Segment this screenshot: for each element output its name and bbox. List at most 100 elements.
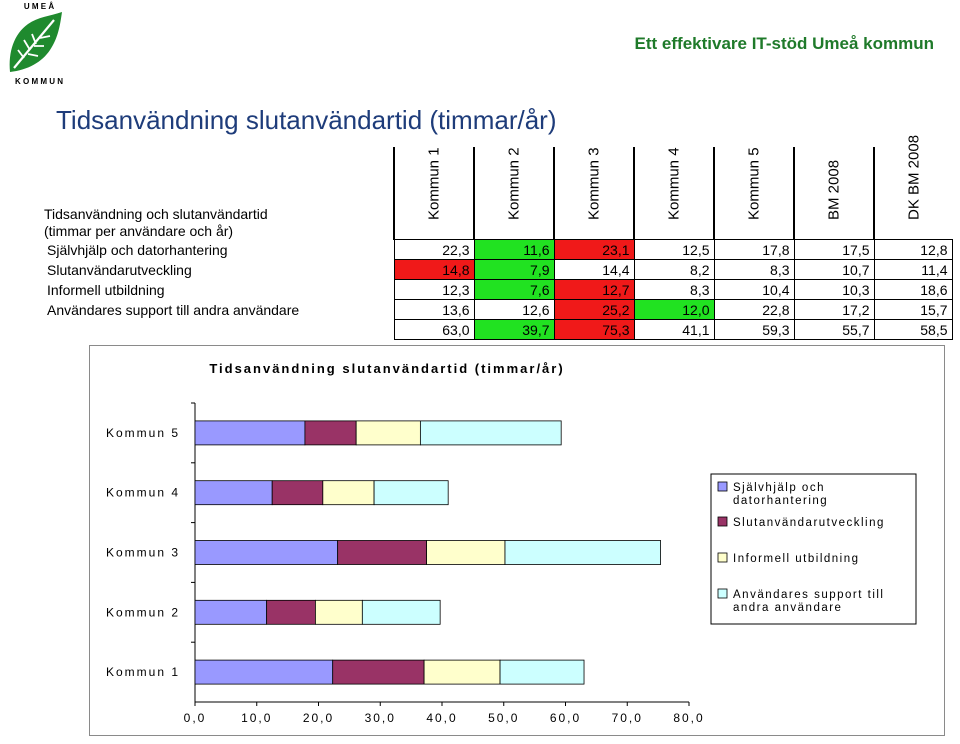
table-cell: 13,6 [393, 299, 474, 320]
legend-label: datorhantering [733, 495, 828, 507]
table-cell: 41,1 [633, 319, 714, 340]
bar-segment [499, 659, 585, 685]
bar-segment [355, 420, 421, 446]
svg-text:K O M M U N: K O M M U N [15, 77, 63, 86]
col-header: Kommun 1 [393, 147, 474, 240]
umea-kommun-logo: U M E Å K O M M U N [9, 2, 63, 86]
table-cell: 8,3 [713, 259, 794, 280]
bar-segment [194, 420, 306, 446]
table-row: 63,0 39,7 75,3 41,1 59,3 55,7 58,5 [44, 319, 953, 340]
legend-swatch [717, 481, 728, 492]
chart-frame: Tidsanvändning slutanvändartid (timmar/å… [89, 345, 945, 736]
row-label: Slutanvändarutveckling [47, 261, 192, 278]
col-header: Kommun 5 [713, 147, 794, 240]
table-cell: 15,7 [873, 299, 953, 320]
table-cell: 17,5 [793, 239, 874, 260]
table-cell: 17,8 [713, 239, 794, 260]
table-corner-label: Tidsanvändning och slutanvändartid (timm… [44, 147, 394, 240]
x-tick-label: 70,0 [612, 711, 643, 725]
chart-title: Tidsanvändning slutanvändartid (timmar/å… [209, 361, 564, 376]
bar-segment [194, 540, 339, 565]
table-cell: 22,3 [393, 239, 474, 260]
x-tick-label: 30,0 [365, 711, 396, 725]
category-label: Kommun 4 [106, 486, 180, 500]
bar-segment [194, 599, 268, 625]
table-cell: 12,0 [633, 299, 714, 320]
table-row: Slutanvändarutveckling 14,8 7,9 14,4 8,2 8,3 1… [44, 259, 953, 280]
bar-segment [194, 659, 334, 685]
table-cell: 12,6 [473, 299, 554, 320]
x-tick-label: 40,0 [426, 711, 457, 725]
table-cell: 14,4 [553, 259, 634, 280]
bar-segment [194, 480, 273, 506]
x-tick-label: 60,0 [550, 711, 581, 725]
bar-segment [271, 480, 324, 506]
x-tick-label: 0,0 [184, 711, 207, 725]
legend-swatch [717, 552, 728, 563]
table-cell: 18,6 [873, 279, 953, 300]
table-cell: 11,6 [473, 239, 554, 260]
bar-segment [426, 540, 506, 565]
header-title: Ett effektivare IT-stöd Umeå kommun [634, 34, 934, 53]
col-header: Kommun 2 [473, 147, 554, 240]
bar-segment [504, 540, 661, 565]
category-label: Kommun 2 [106, 605, 180, 619]
table-cell: 39,7 [473, 319, 554, 340]
legend-swatch [717, 516, 728, 527]
x-tick-label: 20,0 [303, 711, 334, 725]
legend-label: Informell utbildning [733, 553, 860, 565]
table-cell: 12,7 [553, 279, 634, 300]
x-tick-label: 80,0 [673, 711, 704, 725]
table-cell: 8,2 [633, 259, 714, 280]
stacked-bar-chart: Tidsanvändning slutanvändartid (timmar/å… [106, 361, 917, 725]
col-header: Kommun 4 [633, 147, 714, 240]
bar-segment [266, 599, 316, 625]
table-cell: 10,3 [793, 279, 874, 300]
category-label: Kommun 3 [106, 546, 180, 560]
table-cell: 55,7 [793, 319, 874, 340]
legend-label: Användares support till [733, 589, 884, 601]
category-label: Kommun 1 [106, 665, 180, 679]
x-tick-label: 10,0 [241, 711, 272, 725]
table-cell: 17,2 [793, 299, 874, 320]
table-cell: 23,1 [553, 239, 634, 260]
table-cell: 63,0 [393, 319, 474, 340]
table-cell: 12,8 [873, 239, 953, 260]
table-row: Användares support till andra användare 1… [44, 299, 953, 320]
bar-segment [361, 599, 441, 625]
data-table: Tidsanvändning och slutanvändartid (timm… [44, 135, 953, 340]
table-cell: 25,2 [553, 299, 634, 320]
row-label [44, 320, 394, 340]
table-cell: 12,3 [393, 279, 474, 300]
legend-label: Självhjälp och [733, 482, 825, 494]
legend-label: Slutanvändarutveckling [733, 517, 885, 529]
table-cell: 12,5 [633, 239, 714, 260]
table-cell: 10,7 [793, 259, 874, 280]
table-row: Självhjälp och datorhantering 22,3 11,6 23,… [44, 239, 953, 260]
bar-segment [419, 420, 562, 446]
table-cell: 11,4 [873, 259, 953, 280]
legend-label: andra användare [733, 602, 842, 614]
slide-title: Tidsanvändning slutanvändartid (timmar/å… [56, 105, 557, 135]
table-cell: 10,4 [713, 279, 794, 300]
table-cell: 59,3 [713, 319, 794, 340]
table-cell: 58,5 [873, 319, 953, 340]
category-label: Kommun 5 [106, 426, 180, 440]
table-cell: 8,3 [633, 279, 714, 300]
bar-segment [315, 599, 363, 625]
corner-line-2: (timmar per användare och år) [44, 222, 234, 239]
corner-line-1: Tidsanvändning och slutanvändartid [44, 205, 268, 222]
table-cell: 75,3 [553, 319, 634, 340]
table-cell: 7,6 [473, 279, 554, 300]
bar-segment [423, 659, 501, 685]
table-cell: 7,9 [473, 259, 554, 280]
bar-segment [332, 659, 425, 685]
bar-segment [373, 480, 449, 506]
x-tick-label: 50,0 [488, 711, 519, 725]
legend-swatch [717, 588, 728, 599]
row-label: Informell utbildning [47, 281, 165, 298]
col-header: Kommun 3 [553, 147, 634, 240]
col-header: BM 2008 [793, 147, 874, 240]
bar-segment [322, 480, 375, 506]
table-cell: 22,8 [713, 299, 794, 320]
